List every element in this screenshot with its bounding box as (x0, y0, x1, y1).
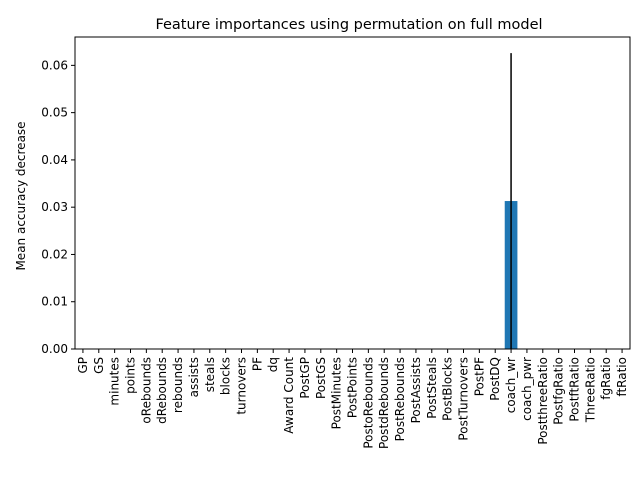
x-tick-label: PF (250, 357, 264, 371)
y-tick-label: 0.04 (41, 153, 68, 167)
x-tick-label: PostdRebounds (377, 357, 391, 449)
x-tick-label: blocks (219, 357, 233, 395)
x-axis: GP GS minutes points oRebounds dRebounds rebou… (76, 349, 629, 449)
y-tick-label: 0.05 (41, 106, 68, 120)
y-axis-label: Mean accuracy decrease (14, 121, 28, 270)
x-tick-label: PostoRebounds (361, 357, 375, 449)
x-tick-label: Award Count (282, 357, 296, 434)
x-tick-label: PostPoints (346, 357, 360, 418)
x-tick-label: PostRebounds (393, 357, 407, 441)
x-tick-label: PostftRatio (568, 357, 582, 422)
bars (504, 53, 518, 349)
x-tick-label: ftRatio (615, 357, 629, 397)
x-tick-label: PostAssists (409, 357, 423, 423)
x-tick-label: PostfgRatio (552, 357, 566, 425)
x-tick-label: dRebounds (155, 357, 169, 424)
x-tick-label: oRebounds (139, 357, 153, 424)
x-tick-label: GP (76, 357, 90, 374)
y-tick-label: 0.01 (41, 295, 68, 309)
x-tick-label: ThreeRatio (583, 357, 597, 423)
y-tick-label: 0.02 (41, 247, 68, 261)
x-tick-label: PostGP (298, 357, 312, 399)
x-tick-label: PostSteals (425, 357, 439, 419)
x-tick-label: coach_pwr (520, 357, 534, 421)
x-tick-label: dq (266, 357, 280, 372)
x-tick-label: turnovers (235, 357, 249, 415)
y-axis: 0.00 0.01 0.02 0.03 0.04 0.05 0.06 (41, 58, 75, 356)
x-tick-label: PostthreeRatio (536, 357, 550, 445)
x-tick-label: fgRatio (599, 357, 613, 400)
x-tick-label: PostGS (314, 357, 328, 399)
chart-title: Feature importances using permutation on… (155, 17, 542, 33)
plot-frame (74, 36, 631, 350)
y-tick-label: 0.03 (41, 200, 68, 214)
x-tick-label: PostPF (472, 357, 486, 396)
x-tick-label: steals (203, 357, 217, 392)
x-tick-label: PostTurnovers (457, 357, 471, 441)
x-tick-label: PostDQ (488, 357, 502, 401)
y-tick-label: 0.00 (41, 342, 68, 356)
x-tick-label: rebounds (171, 357, 185, 413)
x-tick-label: coach_wr (504, 357, 518, 413)
x-tick-label: points (124, 357, 138, 394)
x-tick-label: PostBlocks (441, 357, 455, 421)
y-tick-label: 0.06 (41, 58, 68, 72)
x-tick-label: assists (187, 357, 201, 397)
x-tick-label: GS (92, 357, 106, 374)
x-tick-label: minutes (108, 357, 122, 406)
x-tick-label: PostMinutes (330, 357, 344, 429)
